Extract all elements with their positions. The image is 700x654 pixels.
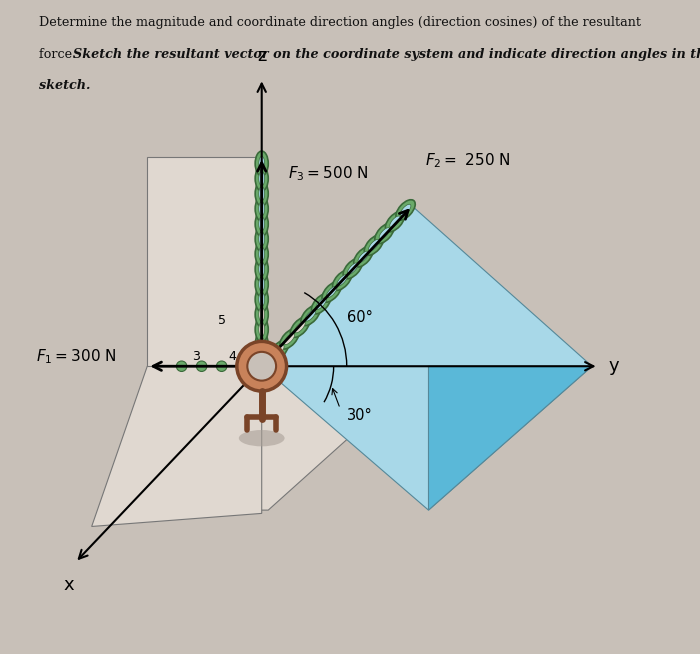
Ellipse shape [386, 211, 405, 232]
Text: Determine the magnitude and coordinate direction angles (direction cosines) of t: Determine the magnitude and coordinate d… [39, 16, 641, 29]
Ellipse shape [280, 329, 299, 349]
Ellipse shape [256, 166, 268, 191]
Ellipse shape [312, 294, 330, 314]
Ellipse shape [295, 322, 305, 333]
Ellipse shape [256, 241, 268, 266]
Ellipse shape [347, 263, 358, 274]
Text: y: y [608, 357, 619, 375]
Ellipse shape [326, 286, 337, 298]
Ellipse shape [259, 307, 265, 322]
Ellipse shape [256, 211, 268, 236]
Ellipse shape [290, 317, 309, 337]
Ellipse shape [259, 262, 265, 277]
Ellipse shape [256, 257, 268, 282]
Text: 60°: 60° [346, 310, 372, 324]
Ellipse shape [259, 156, 265, 171]
Text: z: z [257, 47, 267, 65]
Ellipse shape [400, 204, 411, 216]
Ellipse shape [343, 258, 363, 279]
Text: x: x [64, 576, 74, 594]
Ellipse shape [358, 251, 369, 262]
Polygon shape [147, 157, 262, 366]
Polygon shape [428, 366, 592, 510]
Ellipse shape [259, 247, 265, 261]
Ellipse shape [379, 228, 390, 239]
Ellipse shape [256, 317, 268, 342]
Text: force.: force. [39, 48, 80, 61]
Circle shape [237, 341, 286, 391]
Ellipse shape [364, 235, 384, 255]
Circle shape [237, 361, 247, 371]
Text: $F_1 = 300\ \mathrm{N}$: $F_1 = 300\ \mathrm{N}$ [36, 347, 117, 366]
Ellipse shape [256, 332, 268, 357]
Ellipse shape [256, 181, 268, 206]
Ellipse shape [256, 151, 268, 176]
Ellipse shape [369, 239, 379, 250]
Text: Sketch the resultant vector on the coordinate system and indicate direction angl: Sketch the resultant vector on the coord… [74, 48, 700, 61]
Circle shape [197, 361, 207, 371]
Circle shape [176, 361, 187, 371]
Ellipse shape [270, 340, 288, 361]
Ellipse shape [256, 287, 268, 312]
Text: $F_3 = 500\ \mathrm{N}$: $F_3 = 500\ \mathrm{N}$ [288, 164, 368, 182]
Ellipse shape [256, 272, 268, 297]
Polygon shape [262, 206, 592, 510]
Ellipse shape [259, 216, 265, 231]
Ellipse shape [259, 171, 265, 186]
Circle shape [256, 361, 267, 371]
Circle shape [216, 361, 227, 371]
Ellipse shape [259, 292, 265, 307]
Ellipse shape [259, 232, 265, 246]
Ellipse shape [374, 223, 394, 243]
Ellipse shape [354, 247, 373, 267]
Ellipse shape [322, 282, 342, 302]
Ellipse shape [390, 216, 400, 228]
Ellipse shape [259, 201, 265, 216]
Ellipse shape [332, 270, 352, 290]
Text: 3: 3 [193, 350, 200, 363]
Ellipse shape [258, 352, 278, 373]
Ellipse shape [274, 345, 284, 356]
Ellipse shape [337, 275, 347, 286]
Text: 5: 5 [218, 314, 227, 327]
Polygon shape [92, 366, 262, 526]
Text: 4: 4 [228, 350, 236, 363]
Circle shape [247, 352, 276, 381]
Ellipse shape [284, 333, 295, 345]
Ellipse shape [259, 337, 265, 352]
Ellipse shape [256, 302, 268, 327]
Ellipse shape [259, 353, 265, 367]
Text: 30°: 30° [346, 408, 372, 422]
Ellipse shape [259, 277, 265, 292]
Ellipse shape [301, 305, 320, 326]
Ellipse shape [316, 298, 326, 309]
Polygon shape [98, 366, 428, 510]
Ellipse shape [259, 186, 265, 201]
Ellipse shape [396, 199, 415, 220]
Ellipse shape [305, 310, 316, 321]
Text: sketch.: sketch. [39, 79, 91, 92]
Ellipse shape [256, 347, 268, 372]
Text: $F_2 =\ 250\ \mathrm{N}$: $F_2 =\ 250\ \mathrm{N}$ [425, 151, 511, 170]
Ellipse shape [259, 322, 265, 337]
Ellipse shape [263, 356, 274, 368]
Ellipse shape [239, 430, 285, 447]
Ellipse shape [256, 196, 268, 221]
Ellipse shape [256, 226, 268, 251]
